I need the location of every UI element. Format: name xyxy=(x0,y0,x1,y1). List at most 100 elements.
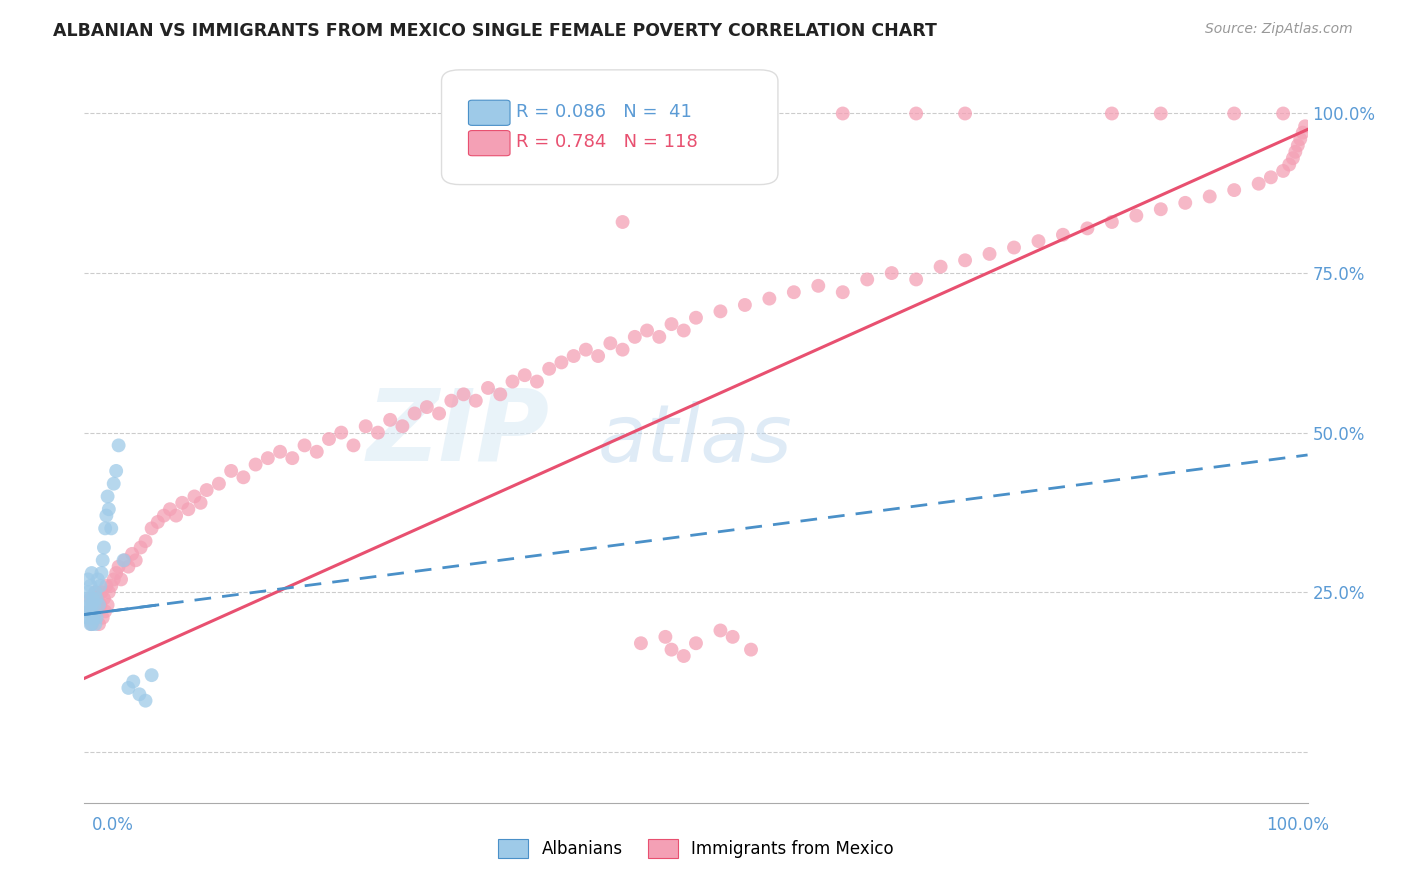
Point xyxy=(477,381,499,395)
Point xyxy=(661,317,683,331)
Point xyxy=(121,547,143,561)
Point xyxy=(125,553,148,567)
Legend: Albanians, Immigrants from Mexico: Albanians, Immigrants from Mexico xyxy=(492,832,900,865)
Point xyxy=(86,604,108,618)
Point xyxy=(489,387,512,401)
Point xyxy=(80,617,103,632)
Point xyxy=(87,591,110,606)
Point xyxy=(77,585,100,599)
Point xyxy=(135,534,157,549)
Point xyxy=(97,502,120,516)
Point xyxy=(112,553,135,567)
Point xyxy=(672,324,695,338)
Point xyxy=(79,579,101,593)
Point xyxy=(84,617,107,632)
Point xyxy=(709,170,731,185)
Point xyxy=(1076,221,1098,235)
Point xyxy=(105,464,128,478)
Point xyxy=(513,368,536,383)
Point xyxy=(734,298,756,312)
Point xyxy=(117,681,139,695)
Text: Source: ZipAtlas.com: Source: ZipAtlas.com xyxy=(1205,22,1353,37)
Point xyxy=(929,260,952,274)
Point xyxy=(661,642,683,657)
FancyBboxPatch shape xyxy=(468,130,510,156)
Point xyxy=(1198,189,1220,203)
Point xyxy=(612,343,634,357)
Point xyxy=(86,591,108,606)
Point xyxy=(93,591,115,606)
Text: 100.0%: 100.0% xyxy=(1265,816,1329,834)
Point xyxy=(758,106,780,120)
Point xyxy=(83,598,105,612)
Point xyxy=(709,624,731,638)
Point xyxy=(453,387,475,401)
Point xyxy=(128,687,150,701)
Point xyxy=(1294,120,1316,134)
Point xyxy=(103,573,125,587)
Text: R = 0.086   N =  41: R = 0.086 N = 41 xyxy=(516,103,692,121)
Point xyxy=(367,425,389,440)
Point xyxy=(190,496,212,510)
Point xyxy=(1052,227,1074,242)
Point xyxy=(612,215,634,229)
Point xyxy=(97,598,120,612)
Point xyxy=(84,585,107,599)
Point xyxy=(172,496,194,510)
Point xyxy=(526,375,548,389)
Point xyxy=(89,598,111,612)
Point xyxy=(1223,106,1246,120)
FancyBboxPatch shape xyxy=(468,100,510,126)
Point xyxy=(758,292,780,306)
Point xyxy=(83,611,105,625)
Point xyxy=(96,508,118,523)
Point xyxy=(77,604,100,618)
Point xyxy=(905,106,928,120)
Point xyxy=(1286,138,1309,153)
Point xyxy=(100,579,122,593)
Point xyxy=(107,438,129,452)
Point xyxy=(636,324,658,338)
Point xyxy=(318,432,340,446)
Point xyxy=(208,476,231,491)
Point xyxy=(183,490,205,504)
Point xyxy=(807,278,830,293)
Point xyxy=(612,106,634,120)
Point xyxy=(1260,170,1282,185)
Point xyxy=(90,585,112,599)
Point xyxy=(1101,106,1123,120)
Point xyxy=(83,611,105,625)
Point xyxy=(654,630,676,644)
Point xyxy=(87,573,110,587)
Point xyxy=(135,694,157,708)
Point xyxy=(94,604,117,618)
Point xyxy=(82,611,104,625)
Point xyxy=(953,253,976,268)
Point xyxy=(831,285,853,300)
Point xyxy=(783,285,806,300)
Point xyxy=(575,343,598,357)
Point xyxy=(1278,157,1301,171)
Point xyxy=(586,349,609,363)
Point xyxy=(77,611,100,625)
Text: 0.0%: 0.0% xyxy=(91,816,134,834)
Point xyxy=(87,598,110,612)
Point xyxy=(440,393,463,408)
Point xyxy=(685,636,707,650)
Point xyxy=(979,247,1001,261)
Point xyxy=(342,438,364,452)
Point xyxy=(648,330,671,344)
Point xyxy=(82,598,104,612)
Point xyxy=(257,451,280,466)
Point xyxy=(630,636,652,650)
Point xyxy=(281,451,304,466)
Point xyxy=(153,508,176,523)
Point xyxy=(709,106,731,120)
Point xyxy=(86,611,108,625)
Point xyxy=(1284,145,1306,159)
Point xyxy=(100,521,122,535)
Point xyxy=(90,566,112,580)
Point xyxy=(219,464,242,478)
Text: R = 0.784   N = 118: R = 0.784 N = 118 xyxy=(516,134,697,152)
Point xyxy=(107,559,129,574)
